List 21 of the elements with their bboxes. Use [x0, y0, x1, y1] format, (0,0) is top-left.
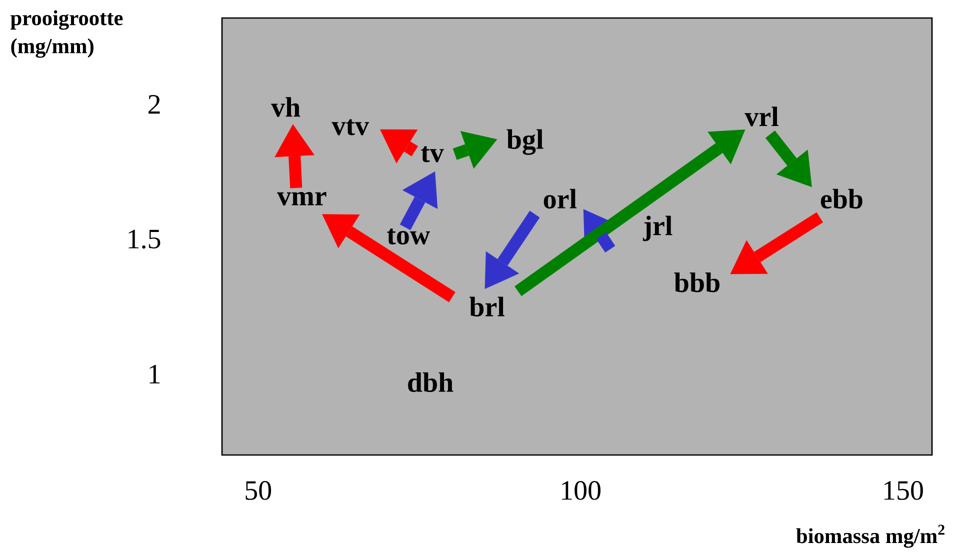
annotation: bbb [674, 272, 720, 292]
y-axis-title: prooigrootte (mg/mm) [10, 10, 123, 58]
annotation: dbh [408, 372, 454, 392]
y-tick-label: 1 [150, 364, 160, 384]
annotation: vrl [744, 106, 778, 126]
annotation: vh [271, 97, 300, 117]
annotation: vtv [332, 119, 370, 136]
annotation: bgl [506, 129, 544, 155]
x-axis-title: biomassa mg/m$^{2}$ [796, 524, 944, 548]
x-tick-label: 100 [562, 481, 600, 500]
x-tick-label: 150 [884, 481, 923, 500]
y-tick-label: 2 [148, 95, 160, 114]
annotation: orl [544, 188, 577, 209]
annotation: vmr [277, 192, 326, 206]
annotation: jrl [642, 216, 672, 242]
annotation: tv [421, 146, 444, 162]
annotation: brl [470, 296, 504, 316]
x-tick-label: 50 [246, 481, 272, 500]
annotation: tow [387, 228, 430, 245]
annotation: ebb [820, 188, 862, 209]
y-tick-label: 1.5 [128, 230, 160, 249]
